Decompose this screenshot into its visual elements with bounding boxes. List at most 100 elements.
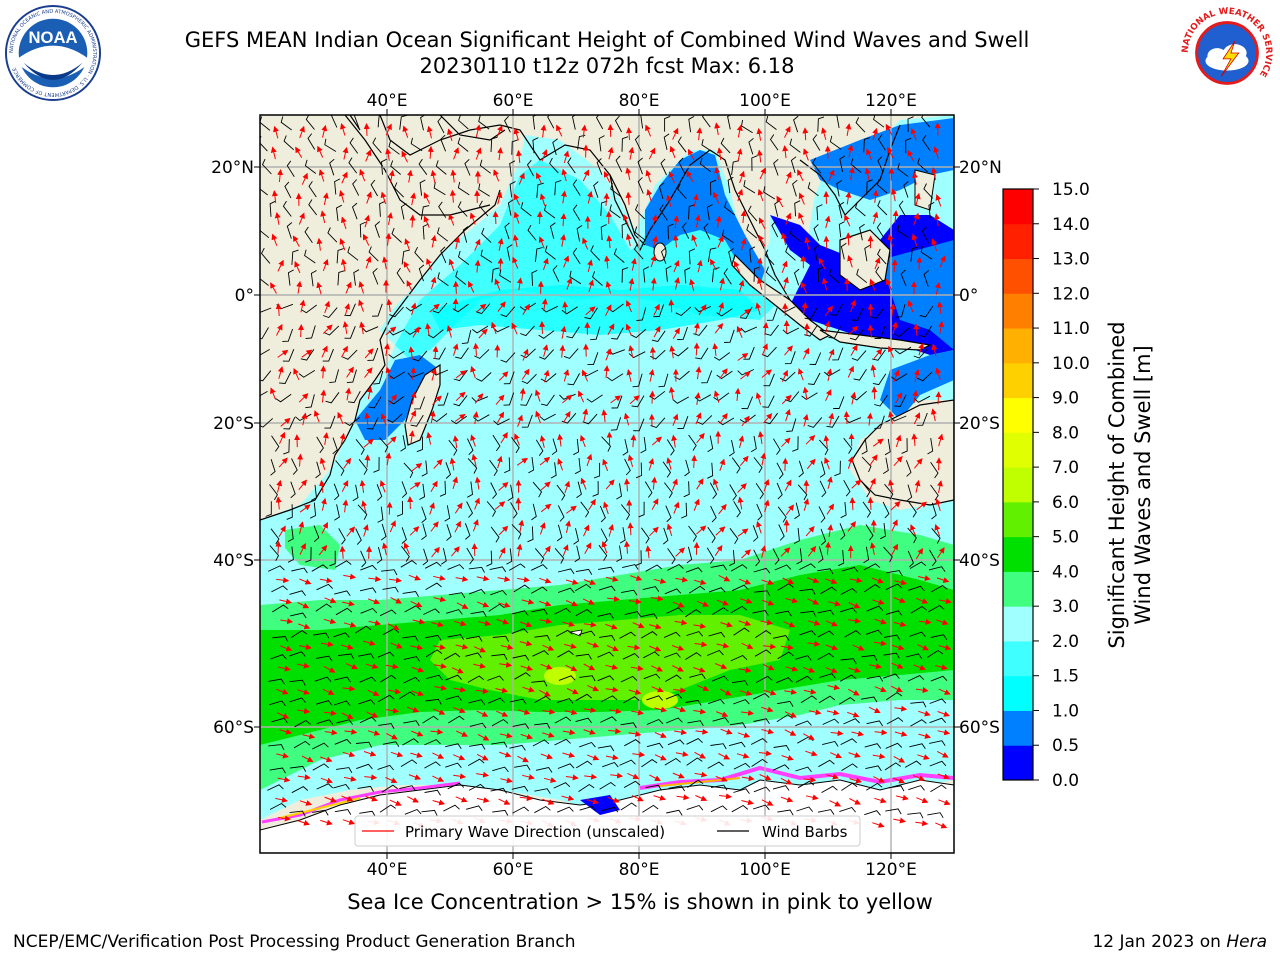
wind-barb: [489, 566, 507, 573]
wave-direction-arrow: [804, 236, 811, 250]
madagascar: [404, 363, 441, 446]
wind-barb: [743, 346, 755, 360]
wind-barb: [866, 782, 883, 791]
wave-direction-arrow: [696, 259, 703, 273]
wave-direction-arrow: [301, 349, 313, 358]
wave-direction-arrow: [843, 411, 850, 425]
wave-direction-arrow: [497, 257, 504, 271]
wind-barb: [269, 767, 286, 774]
wind-barb: [357, 504, 368, 520]
wave-direction-arrow: [453, 147, 460, 160]
wind-barb: [511, 610, 529, 616]
wind-barb: [260, 271, 269, 286]
wind-barb: [534, 635, 551, 642]
wave-direction-arrow: [277, 259, 284, 272]
wave-direction-arrow: [607, 323, 615, 336]
wave-direction-arrow: [338, 190, 345, 203]
wind-barb: [850, 158, 862, 173]
wind-barb: [829, 135, 842, 150]
wind-barb: [316, 436, 324, 454]
wave-direction-arrow: [587, 259, 593, 273]
wind-barb: [538, 330, 555, 339]
wind-barb: [260, 391, 268, 397]
wind-barb: [465, 652, 482, 658]
wind-barb: [393, 182, 405, 198]
wind-barb: [727, 176, 734, 194]
wind-barb: [374, 221, 381, 238]
wind-barb: [799, 563, 816, 571]
wind-barb: [753, 567, 771, 574]
wave-direction-arrow: [890, 188, 897, 202]
wave-direction-arrow: [850, 344, 858, 356]
wave-direction-arrow: [691, 454, 698, 468]
wind-barb: [401, 481, 408, 498]
wave-direction-arrow: [714, 166, 721, 180]
wind-barb: [841, 566, 859, 573]
wave-direction-arrow: [740, 238, 747, 251]
wind-barb: [804, 325, 818, 337]
colorbar-tick-label: 14.0: [1052, 215, 1090, 235]
wind-barb: [754, 590, 771, 597]
wind-barb: [547, 115, 555, 129]
wind-barb: [750, 435, 757, 453]
wind-barb: [707, 526, 716, 544]
wind-barb: [554, 607, 571, 615]
wind-barb: [883, 546, 893, 563]
wind-barb: [828, 268, 840, 284]
wind-barb: [816, 204, 823, 221]
wave-direction-arrow: [783, 276, 789, 290]
wind-barb: [260, 223, 270, 239]
wind-barb: [457, 250, 470, 265]
wave-direction-arrow: [866, 148, 873, 161]
wind-barb: [535, 766, 553, 773]
wave-direction-arrow: [847, 144, 854, 158]
wind-barb: [795, 655, 812, 661]
wave-direction-arrow: [822, 277, 828, 291]
wave-direction-arrow: [561, 168, 568, 182]
wind-barb: [863, 563, 881, 571]
wind-barb: [598, 544, 608, 561]
lat-label-left: 40°S: [213, 551, 254, 571]
wave-direction-arrow: [540, 124, 547, 138]
wind-barb: [419, 179, 426, 196]
wave-direction-arrow: [321, 345, 328, 358]
wave-direction-arrow: [785, 171, 792, 184]
wind-barb: [930, 675, 948, 682]
wind-barb: [688, 525, 697, 542]
wind-barb: [666, 809, 683, 816]
wind-barb: [728, 248, 734, 265]
wind-barb: [642, 586, 660, 592]
wind-barb: [681, 502, 688, 519]
wind-barb: [795, 766, 812, 773]
wave-direction-arrow: [299, 299, 306, 313]
wind-barb: [628, 351, 646, 359]
wind-barb: [407, 372, 425, 378]
wave-direction-arrow: [872, 211, 879, 225]
wave-direction-arrow: [673, 215, 680, 229]
wind-barb: [554, 716, 572, 724]
wave-direction-arrow: [782, 457, 789, 471]
wind-barb: [724, 329, 735, 343]
wave-direction-arrow: [474, 259, 481, 273]
wind-barb: [751, 155, 758, 172]
wind-barb: [905, 653, 923, 660]
wind-barb: [884, 483, 894, 500]
wind-barb: [410, 137, 423, 152]
wave-direction-arrow: [736, 148, 743, 162]
wind-barb: [789, 227, 801, 242]
wind-barb: [753, 457, 763, 474]
wind-barb: [291, 786, 309, 794]
wave-direction-arrow: [798, 192, 805, 205]
wave-direction-arrow: [563, 255, 570, 268]
wind-barb: [433, 182, 446, 196]
wind-barb: [348, 157, 358, 174]
wave-direction-arrow: [828, 169, 835, 182]
wind-barb: [796, 806, 814, 812]
wind-barb: [448, 715, 465, 724]
wave-direction-arrow: [468, 281, 475, 293]
wave-direction-arrow: [522, 303, 530, 315]
wind-barb: [478, 115, 490, 130]
wind-barb: [414, 396, 426, 410]
wind-barb: [841, 763, 858, 771]
wind-barb: [731, 457, 741, 474]
